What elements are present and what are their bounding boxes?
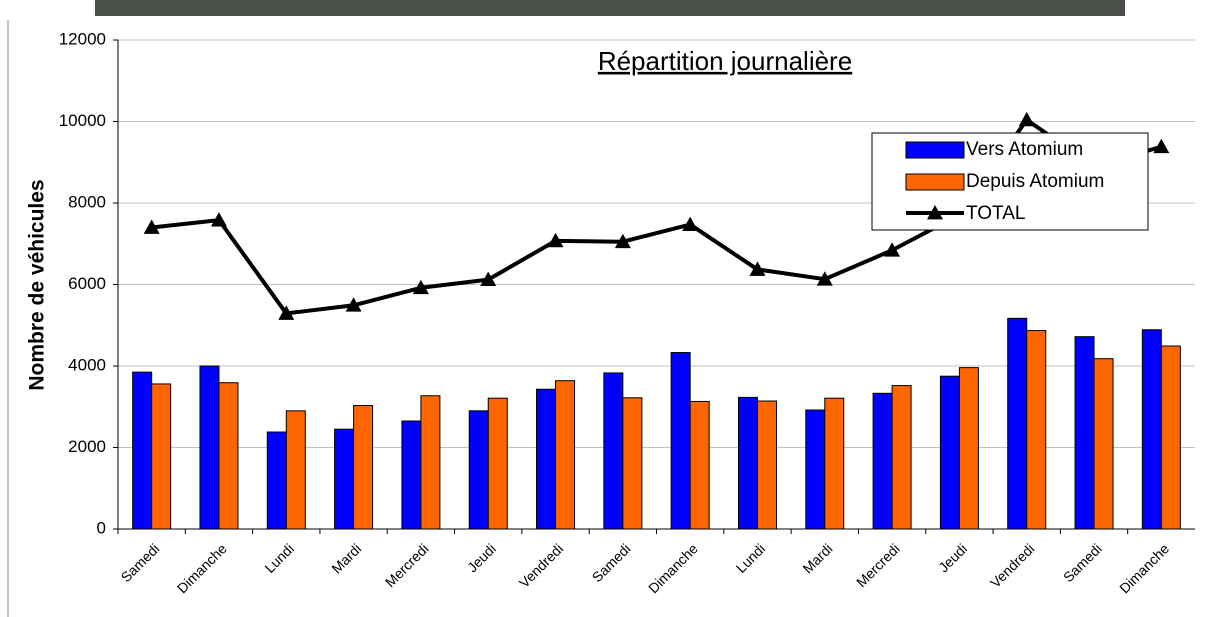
bar [805,409,826,530]
bar [468,410,489,530]
line-marker [480,271,497,287]
bar [1074,336,1095,530]
legend-swatch [905,173,965,191]
x-tick-label: Mardi [799,540,835,576]
legend-label: TOTAL [966,203,1025,224]
x-tick-label: Lundi [733,540,769,576]
bar [891,385,912,530]
bar [401,420,422,530]
bar [199,365,220,530]
bar [603,372,624,530]
line-marker [884,242,901,257]
line-marker [278,305,295,320]
y-tick-label: 2000 [68,437,106,456]
bar [218,382,239,530]
x-tick-label: Vendredi [516,540,566,590]
y-tick-label: 6000 [68,274,106,293]
bar [266,431,287,530]
y-tick-label: 4000 [68,355,106,374]
line-marker [682,216,699,231]
photo-strip [95,0,1125,16]
bar [939,375,960,530]
line-marker [816,271,833,286]
bar [1026,330,1047,530]
bar [1093,358,1114,530]
x-tick-label: Jeudi [464,540,499,575]
x-tick-label: Vendredi [987,540,1037,590]
x-tick-label: Mardi [328,540,364,576]
x-tick-label: Mercredi [382,540,432,590]
y-tick-label: 8000 [68,192,106,211]
y-axis-label: Nombre de véhicules [26,179,49,390]
bar [737,396,758,530]
line-marker [1018,111,1035,127]
bar [353,405,374,530]
bar [334,428,355,530]
x-tick-label: Samedi [1060,540,1105,585]
y-tick-label: 10000 [59,111,106,130]
line-marker [547,232,564,248]
bar [285,410,306,530]
x-tick-label: Jeudi [935,540,970,575]
bar [132,371,153,530]
line-marker [412,279,429,295]
bar [622,397,643,530]
bar [872,392,893,530]
line-marker [614,233,631,249]
bar [670,352,691,530]
legend-label: Vers Atomium [966,139,1083,160]
x-tick-label: Dimanche [645,540,701,596]
bar [1160,345,1181,530]
x-tick-label: Samedi [589,540,634,585]
bar [536,388,557,530]
legend-label: Depuis Atomium [966,171,1104,192]
bar [555,380,576,530]
x-tick-label: Dimanche [174,540,230,596]
legend-marker [927,205,943,220]
bar [487,397,508,530]
x-tick-label: Samedi [118,540,163,585]
bar [824,397,845,530]
x-tick-label: Mercredi [853,540,903,590]
line-marker [749,261,766,276]
legend-swatch [905,141,965,159]
bar [689,400,710,530]
y-tick-label: 12000 [59,29,106,48]
line-marker [345,297,362,312]
bar [1141,329,1162,530]
bar [151,383,172,530]
chart-title: Répartition journalière [598,46,852,76]
bar [420,395,441,530]
y-tick-label: 0 [97,518,106,537]
line-marker [1153,138,1170,154]
bar [958,367,979,530]
line-marker [210,212,227,227]
x-tick-label: Dimanche [1116,540,1172,596]
bar [756,400,777,530]
x-tick-label: Lundi [261,540,297,576]
line-marker [143,219,160,234]
bar [1007,317,1028,530]
